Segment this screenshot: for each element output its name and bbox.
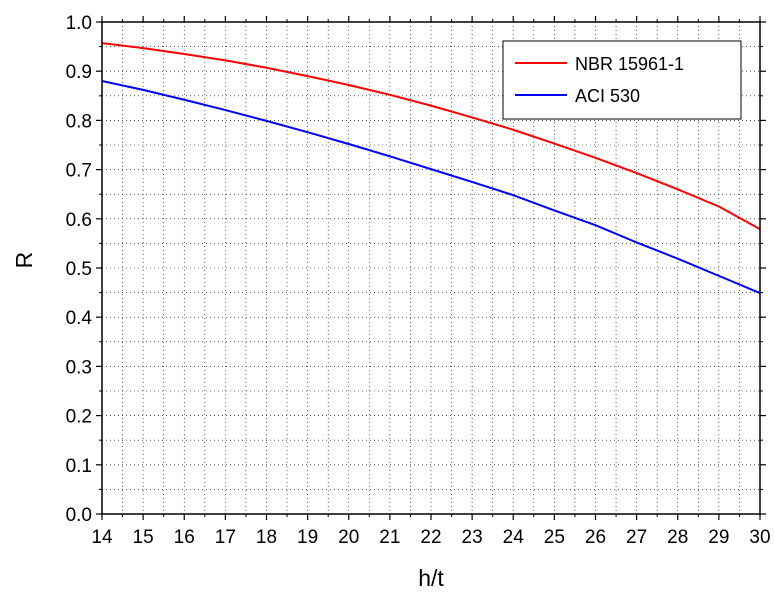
- y-tick-label: 0.4: [66, 308, 93, 329]
- y-tick-label: 1.0: [66, 13, 92, 34]
- x-tick-labels: 14 15 16 17 18 19 20 21 22 23 24 25 26 27 28 29 30: [91, 527, 770, 548]
- legend-label-aci: ACI 530: [575, 86, 640, 106]
- legend-box: [502, 40, 742, 120]
- x-tick-label: 18: [256, 527, 277, 548]
- x-tick-label: 24: [503, 527, 525, 548]
- x-tick-label: 14: [91, 527, 113, 548]
- x-tick-label: 16: [174, 527, 195, 548]
- series-line-0: [101, 42, 761, 231]
- x-tick-label: 27: [626, 527, 647, 548]
- y-tick-label: 0.5: [66, 259, 92, 280]
- series-layer: [101, 42, 761, 295]
- y-tick-labels: 0.0 0.1 0.2 0.3 0.4 0.5 0.6 0.7 0.8 0.9 1.0: [66, 13, 93, 526]
- legend-label-nbr: NBR 15961-1: [575, 54, 684, 74]
- x-tick-label: 25: [544, 527, 565, 548]
- y-tick-label: 0.6: [66, 210, 92, 231]
- series-line-1: [101, 80, 761, 295]
- x-tick-label: 21: [379, 527, 400, 548]
- x-tick-label: 26: [585, 527, 606, 548]
- x-tick-label: 28: [667, 527, 688, 548]
- y-tick-label: 0.3: [66, 357, 92, 378]
- y-tick-label: 0.8: [66, 111, 92, 132]
- y-axis-label: R: [11, 252, 37, 269]
- y-tick-label: 0.9: [66, 62, 92, 83]
- x-tick-label: 23: [462, 527, 483, 548]
- legend: NBR 15961-1 ACI 530: [502, 40, 742, 120]
- x-tick-label: 17: [215, 527, 236, 548]
- x-tick-label: 15: [133, 527, 154, 548]
- y-tick-label: 0.2: [66, 407, 92, 428]
- x-tick-label: 29: [708, 527, 729, 548]
- x-axis-label: h/t: [418, 565, 444, 591]
- y-tick-label: 0.0: [66, 505, 92, 526]
- x-tick-label: 19: [297, 527, 318, 548]
- y-tick-label: 0.1: [66, 456, 92, 477]
- y-tick-label: 0.7: [66, 161, 92, 182]
- x-tick-label: 30: [749, 527, 770, 548]
- x-tick-label: 20: [338, 527, 359, 548]
- x-tick-label: 22: [420, 527, 441, 548]
- axis-ticks: [96, 16, 766, 520]
